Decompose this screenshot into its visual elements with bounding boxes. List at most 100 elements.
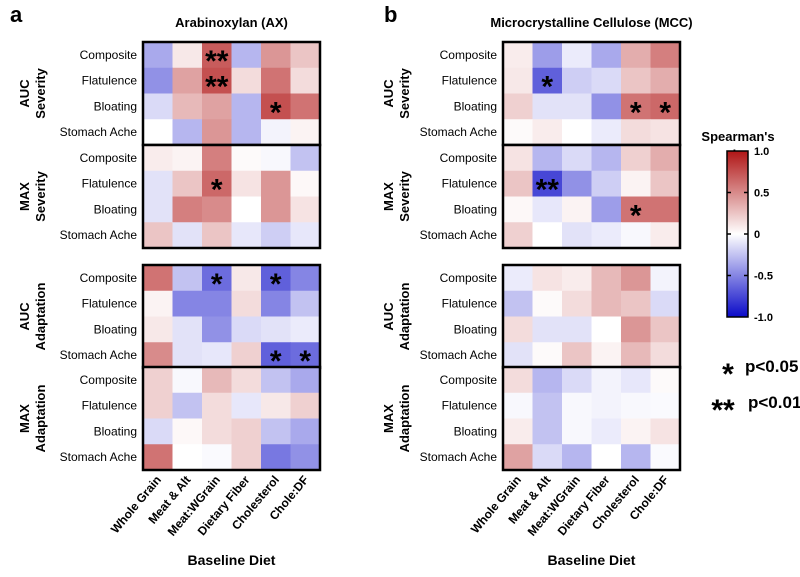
heatmap-cell: [290, 145, 321, 172]
heatmap-cell: [503, 93, 533, 120]
heatmap-cell: [261, 367, 291, 394]
row-label: Bloating: [94, 322, 137, 336]
heatmap-cell: [231, 342, 262, 369]
heatmap-cell: [172, 222, 203, 249]
row-label: Bloating: [94, 99, 137, 113]
heatmap-cell: [202, 119, 232, 146]
heatmap-cell: [290, 265, 321, 292]
heatmap-cell: [261, 392, 291, 419]
heatmap-cell: [290, 93, 321, 120]
group-label-metric: MAX: [17, 182, 32, 211]
row-label: Stomach Ache: [420, 348, 498, 362]
heatmap-cell: [231, 119, 262, 146]
heatmap-cell: [172, 119, 203, 146]
heatmap-cell: [562, 145, 592, 172]
heatmap-cell: [562, 265, 592, 292]
heatmap-cell: [231, 67, 262, 94]
heatmap-cell: [290, 42, 321, 69]
heatmap-cell: [231, 42, 262, 69]
heatmap-cell: [621, 93, 651, 120]
row-label: Stomach Ache: [60, 450, 138, 464]
heatmap-cell: [231, 145, 262, 172]
heatmap-cell: [532, 196, 563, 223]
heatmap-cell: [650, 316, 681, 343]
row-label: Flatulence: [82, 74, 138, 88]
heatmap-cell: [621, 170, 651, 197]
heatmap-cell: [172, 265, 203, 292]
heatmap-cell: [650, 392, 681, 419]
row-label: Composite: [80, 151, 138, 165]
heatmap-cell: [231, 367, 262, 394]
group-label-outcome: Adaptation: [33, 385, 48, 453]
heatmap-cell: [172, 42, 203, 69]
heatmap-cell: [532, 222, 563, 249]
heatmap-cell: [231, 170, 262, 197]
row-label: Flatulence: [82, 177, 138, 191]
heatmap-cell: [532, 67, 563, 94]
group-label-metric: MAX: [381, 404, 396, 433]
heatmap-cell: [562, 444, 592, 471]
heatmap-cell: [650, 196, 681, 223]
row-label: Flatulence: [442, 297, 498, 311]
heatmap-cell: [290, 444, 321, 471]
heatmap-cell: [562, 119, 592, 146]
heatmap-cell: [532, 93, 563, 120]
heatmap-cell: [650, 42, 681, 69]
heatmap-cell: [290, 67, 321, 94]
legend-symbol: **: [711, 394, 735, 427]
panel-b: b Microcrystalline Cellulose (MCC) Composi…: [381, 2, 693, 568]
heatmap-cell: [290, 316, 321, 343]
heatmap-cell: [202, 418, 232, 445]
heatmap-cell: [231, 222, 262, 249]
heatmap-cell: [532, 145, 563, 172]
heatmap-cell: [650, 290, 681, 317]
heatmap-cell: [621, 42, 651, 69]
heatmap-cell: [143, 392, 173, 419]
row-label: Flatulence: [82, 399, 138, 413]
heatmap-cell: [650, 170, 681, 197]
heatmap-cell: [172, 67, 203, 94]
heatmap-cell: [143, 119, 173, 146]
heatmap-cell: [591, 222, 622, 249]
heatmap-cell: [143, 42, 173, 69]
group-label-metric: AUC: [17, 79, 32, 108]
row-label: Bloating: [94, 202, 137, 216]
heatmap-cell: [172, 342, 203, 369]
heatmap-cell: [562, 42, 592, 69]
heatmap-block: Composite Flatulence Bloating Stomach Ache M…: [381, 365, 682, 472]
heatmap-cell: [562, 290, 592, 317]
legend-label: p<0.01: [748, 393, 800, 412]
heatmap-cell: [562, 392, 592, 419]
heatmap-cell: [503, 316, 533, 343]
x-axis-label: Baseline Diet: [188, 552, 276, 568]
heatmap-cell: [621, 222, 651, 249]
heatmap-cell: [143, 316, 173, 343]
group-label-outcome: Severity: [397, 170, 412, 221]
heatmap-cell: [261, 418, 291, 445]
heatmap-cell: [562, 222, 592, 249]
group-label-metric: AUC: [381, 79, 396, 108]
heatmap-cell: [591, 392, 622, 419]
heatmap-cell: [261, 342, 291, 369]
heatmap-cell: [532, 265, 563, 292]
heatmap-cell: [261, 67, 291, 94]
heatmap-cell: [172, 392, 203, 419]
heatmap-cell: [261, 222, 291, 249]
heatmap-cell: [621, 367, 651, 394]
heatmap-cell: [503, 418, 533, 445]
heatmap-cell: [650, 119, 681, 146]
heatmap-cell: [621, 392, 651, 419]
heatmap-cell: [532, 367, 563, 394]
row-label: Composite: [440, 151, 498, 165]
heatmap-cell: [290, 418, 321, 445]
heatmap-cell: [202, 222, 232, 249]
row-label: Stomach Ache: [60, 228, 138, 242]
heatmap-cell: [562, 367, 592, 394]
heatmap-cell: [591, 67, 622, 94]
heatmap-cell: [172, 290, 203, 317]
heatmap-cell: [143, 265, 173, 292]
heatmap-cell: [290, 290, 321, 317]
